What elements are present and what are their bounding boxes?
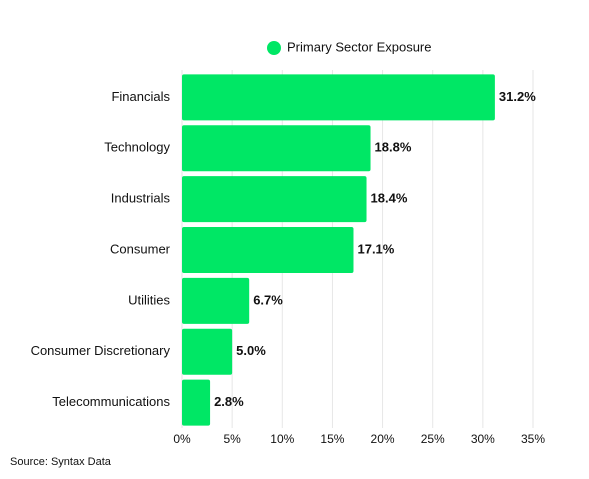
y-tick-label: Telecommunications: [52, 394, 170, 409]
bar: [182, 176, 367, 223]
y-tick-label: Industrials: [111, 191, 171, 206]
x-tick-label: 5%: [223, 432, 241, 446]
x-tick-label: 25%: [421, 432, 445, 446]
value-label: 2.8%: [214, 394, 244, 409]
value-label: 18.8%: [375, 140, 412, 155]
x-tick-label: 15%: [320, 432, 344, 446]
bar: [182, 328, 233, 375]
x-tick-label: 30%: [471, 432, 495, 446]
source-note: Source: Syntax Data: [10, 456, 112, 468]
bar: [182, 74, 495, 121]
value-label: 31.2%: [499, 89, 536, 104]
value-label: 5.0%: [236, 343, 266, 358]
value-label: 18.4%: [371, 191, 408, 206]
x-tick-label: 10%: [270, 432, 294, 446]
bar: [182, 125, 371, 172]
y-tick-label: Utilities: [128, 292, 170, 307]
x-tick-label: 0%: [173, 432, 191, 446]
x-tick-label: 20%: [371, 432, 395, 446]
y-tick-label: Technology: [104, 140, 170, 155]
legend-label: Primary Sector Exposure: [287, 39, 432, 54]
value-label: 17.1%: [357, 241, 394, 256]
y-tick-label: Consumer Discretionary: [31, 343, 171, 358]
y-tick-label: Financials: [111, 89, 170, 104]
bar: [182, 227, 354, 273]
legend-swatch: [267, 41, 281, 55]
y-tick-label: Consumer: [110, 241, 171, 256]
x-tick-label: 35%: [521, 432, 545, 446]
bar: [182, 277, 250, 324]
value-label: 6.7%: [253, 292, 283, 307]
bar: [182, 379, 211, 426]
